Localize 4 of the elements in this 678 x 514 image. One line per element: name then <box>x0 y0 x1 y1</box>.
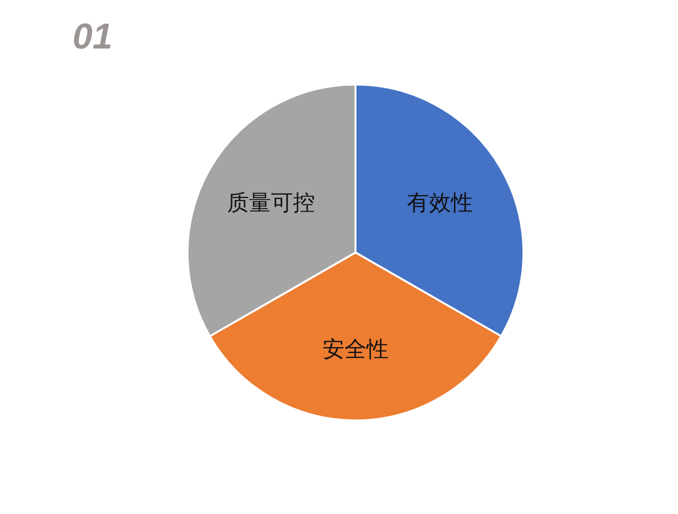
slice-label: 有效性 <box>406 191 473 216</box>
slice-label: 安全性 <box>322 337 388 362</box>
slice-label: 质量可控 <box>227 191 316 216</box>
chart-title: 01 <box>72 16 113 56</box>
